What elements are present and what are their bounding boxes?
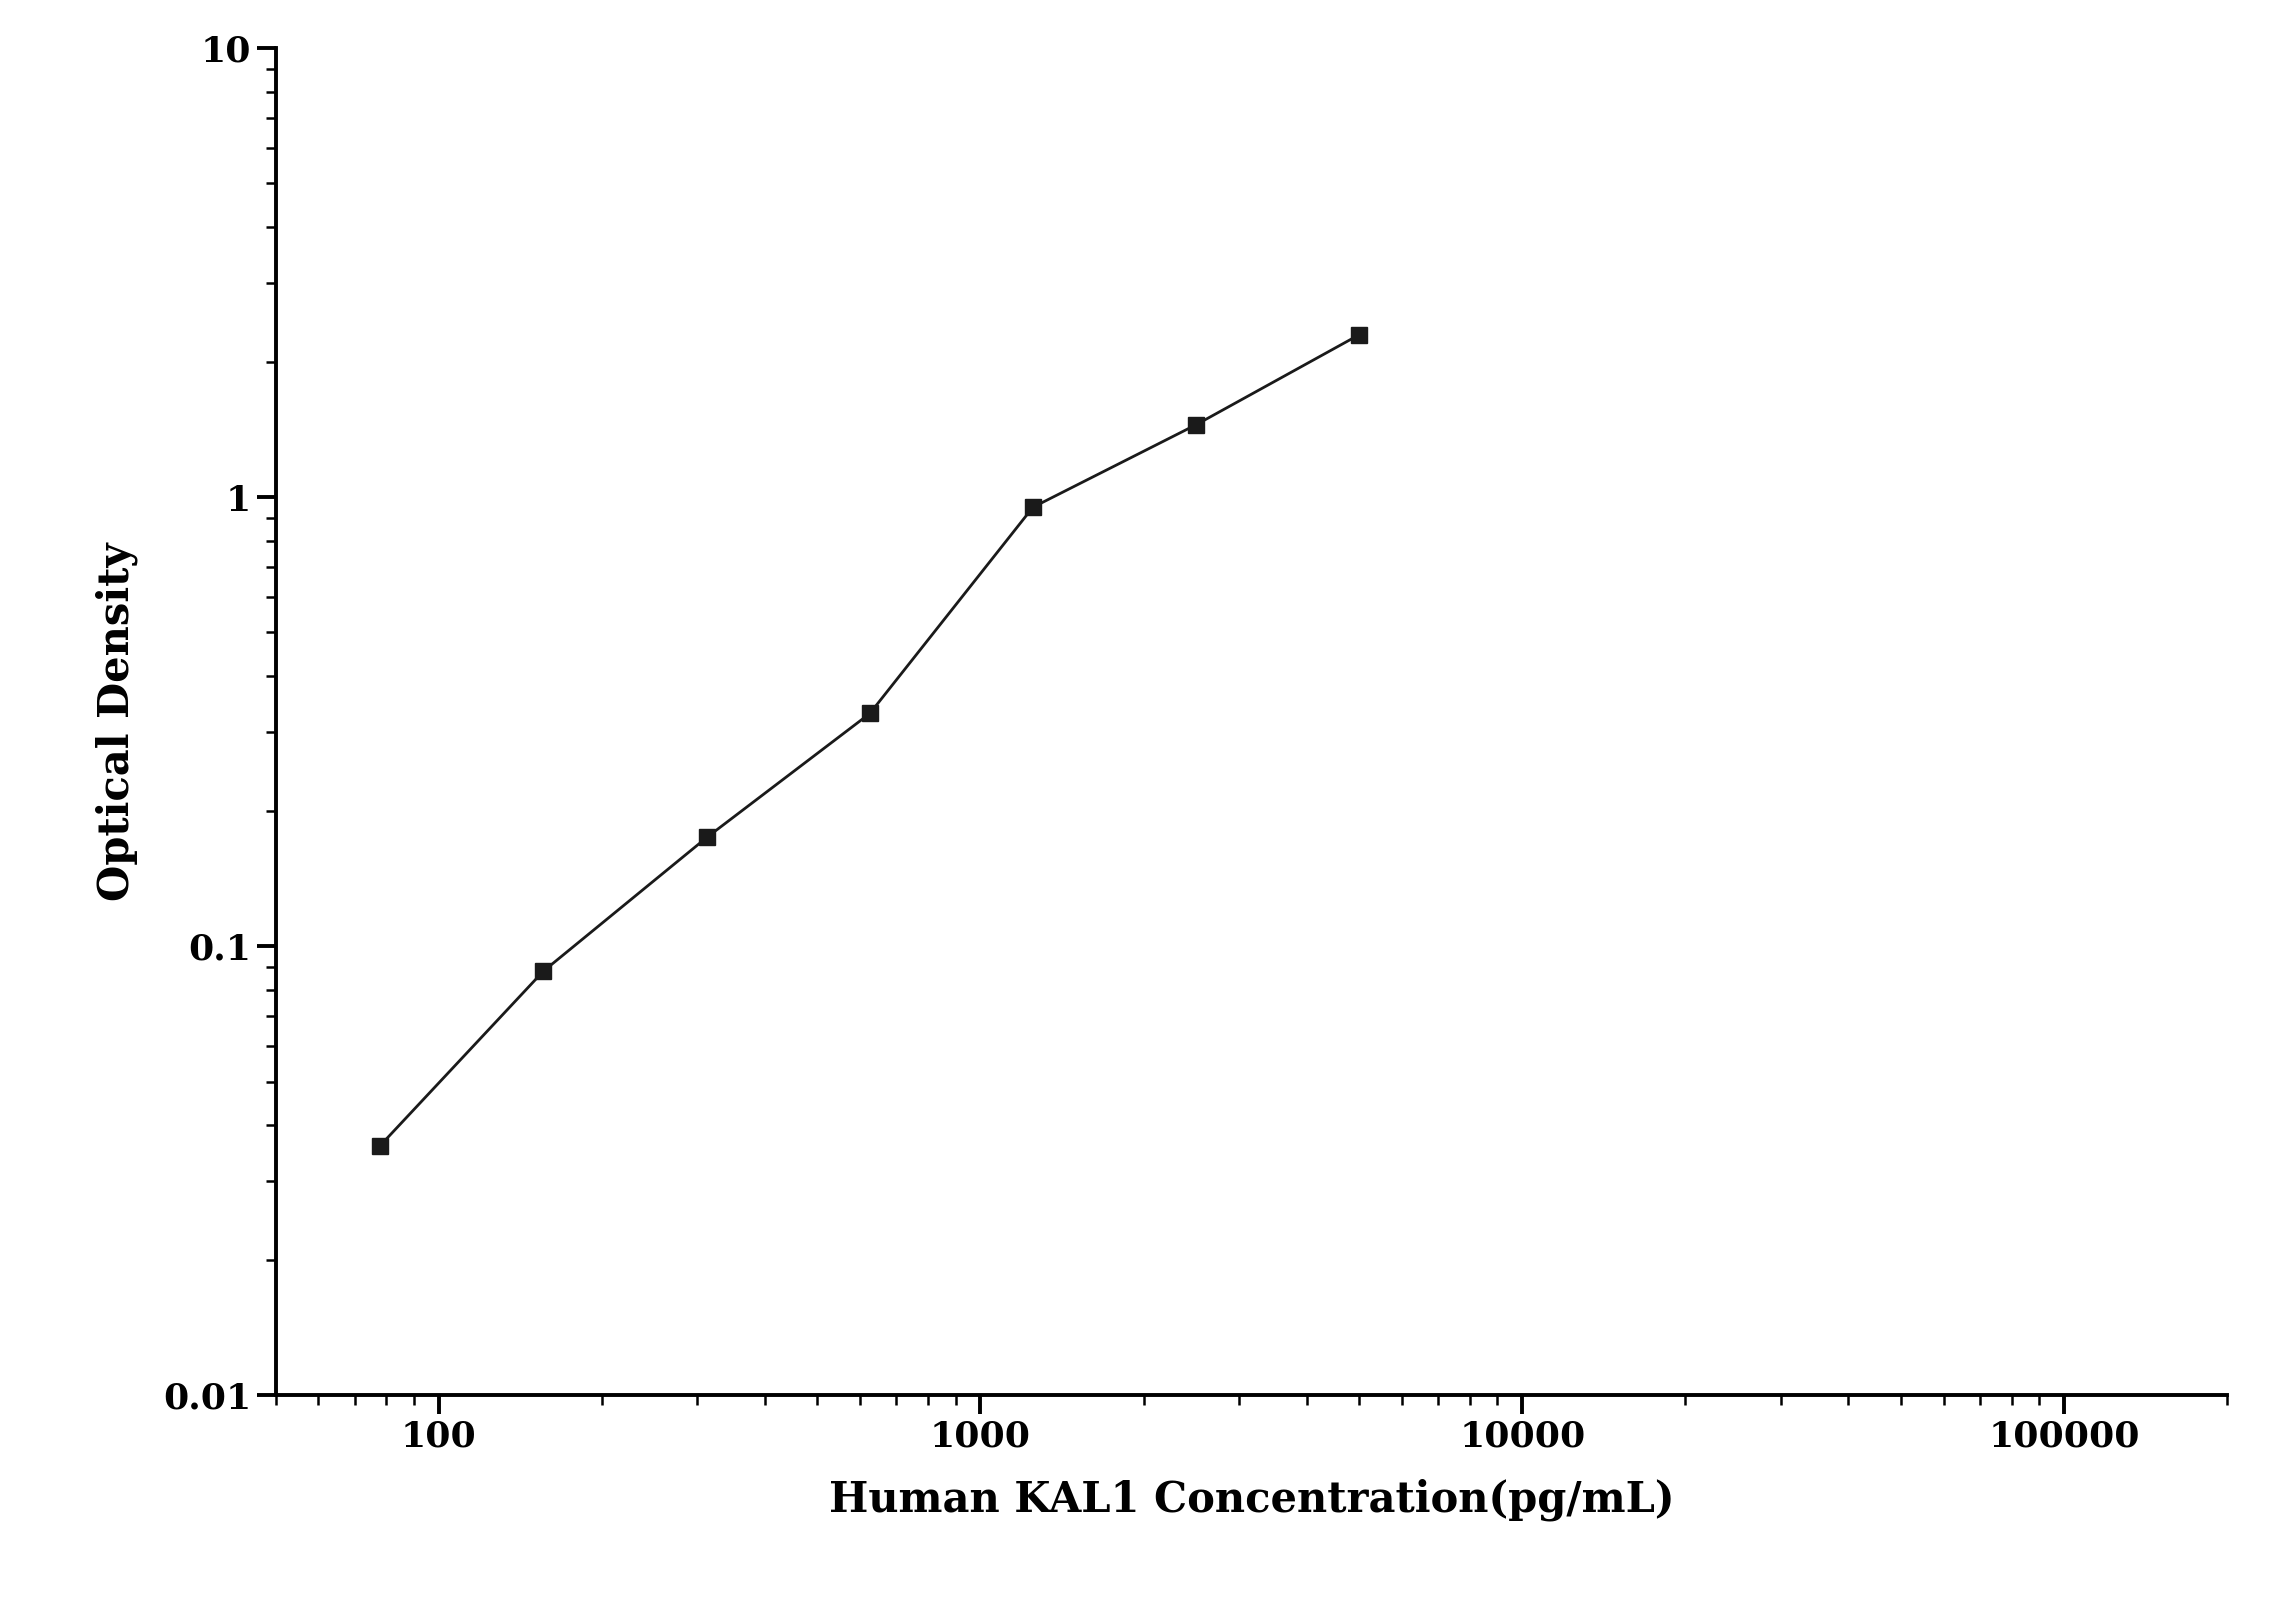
Y-axis label: Optical Density: Optical Density [96,542,138,901]
X-axis label: Human KAL1 Concentration(pg/mL): Human KAL1 Concentration(pg/mL) [829,1479,1674,1521]
